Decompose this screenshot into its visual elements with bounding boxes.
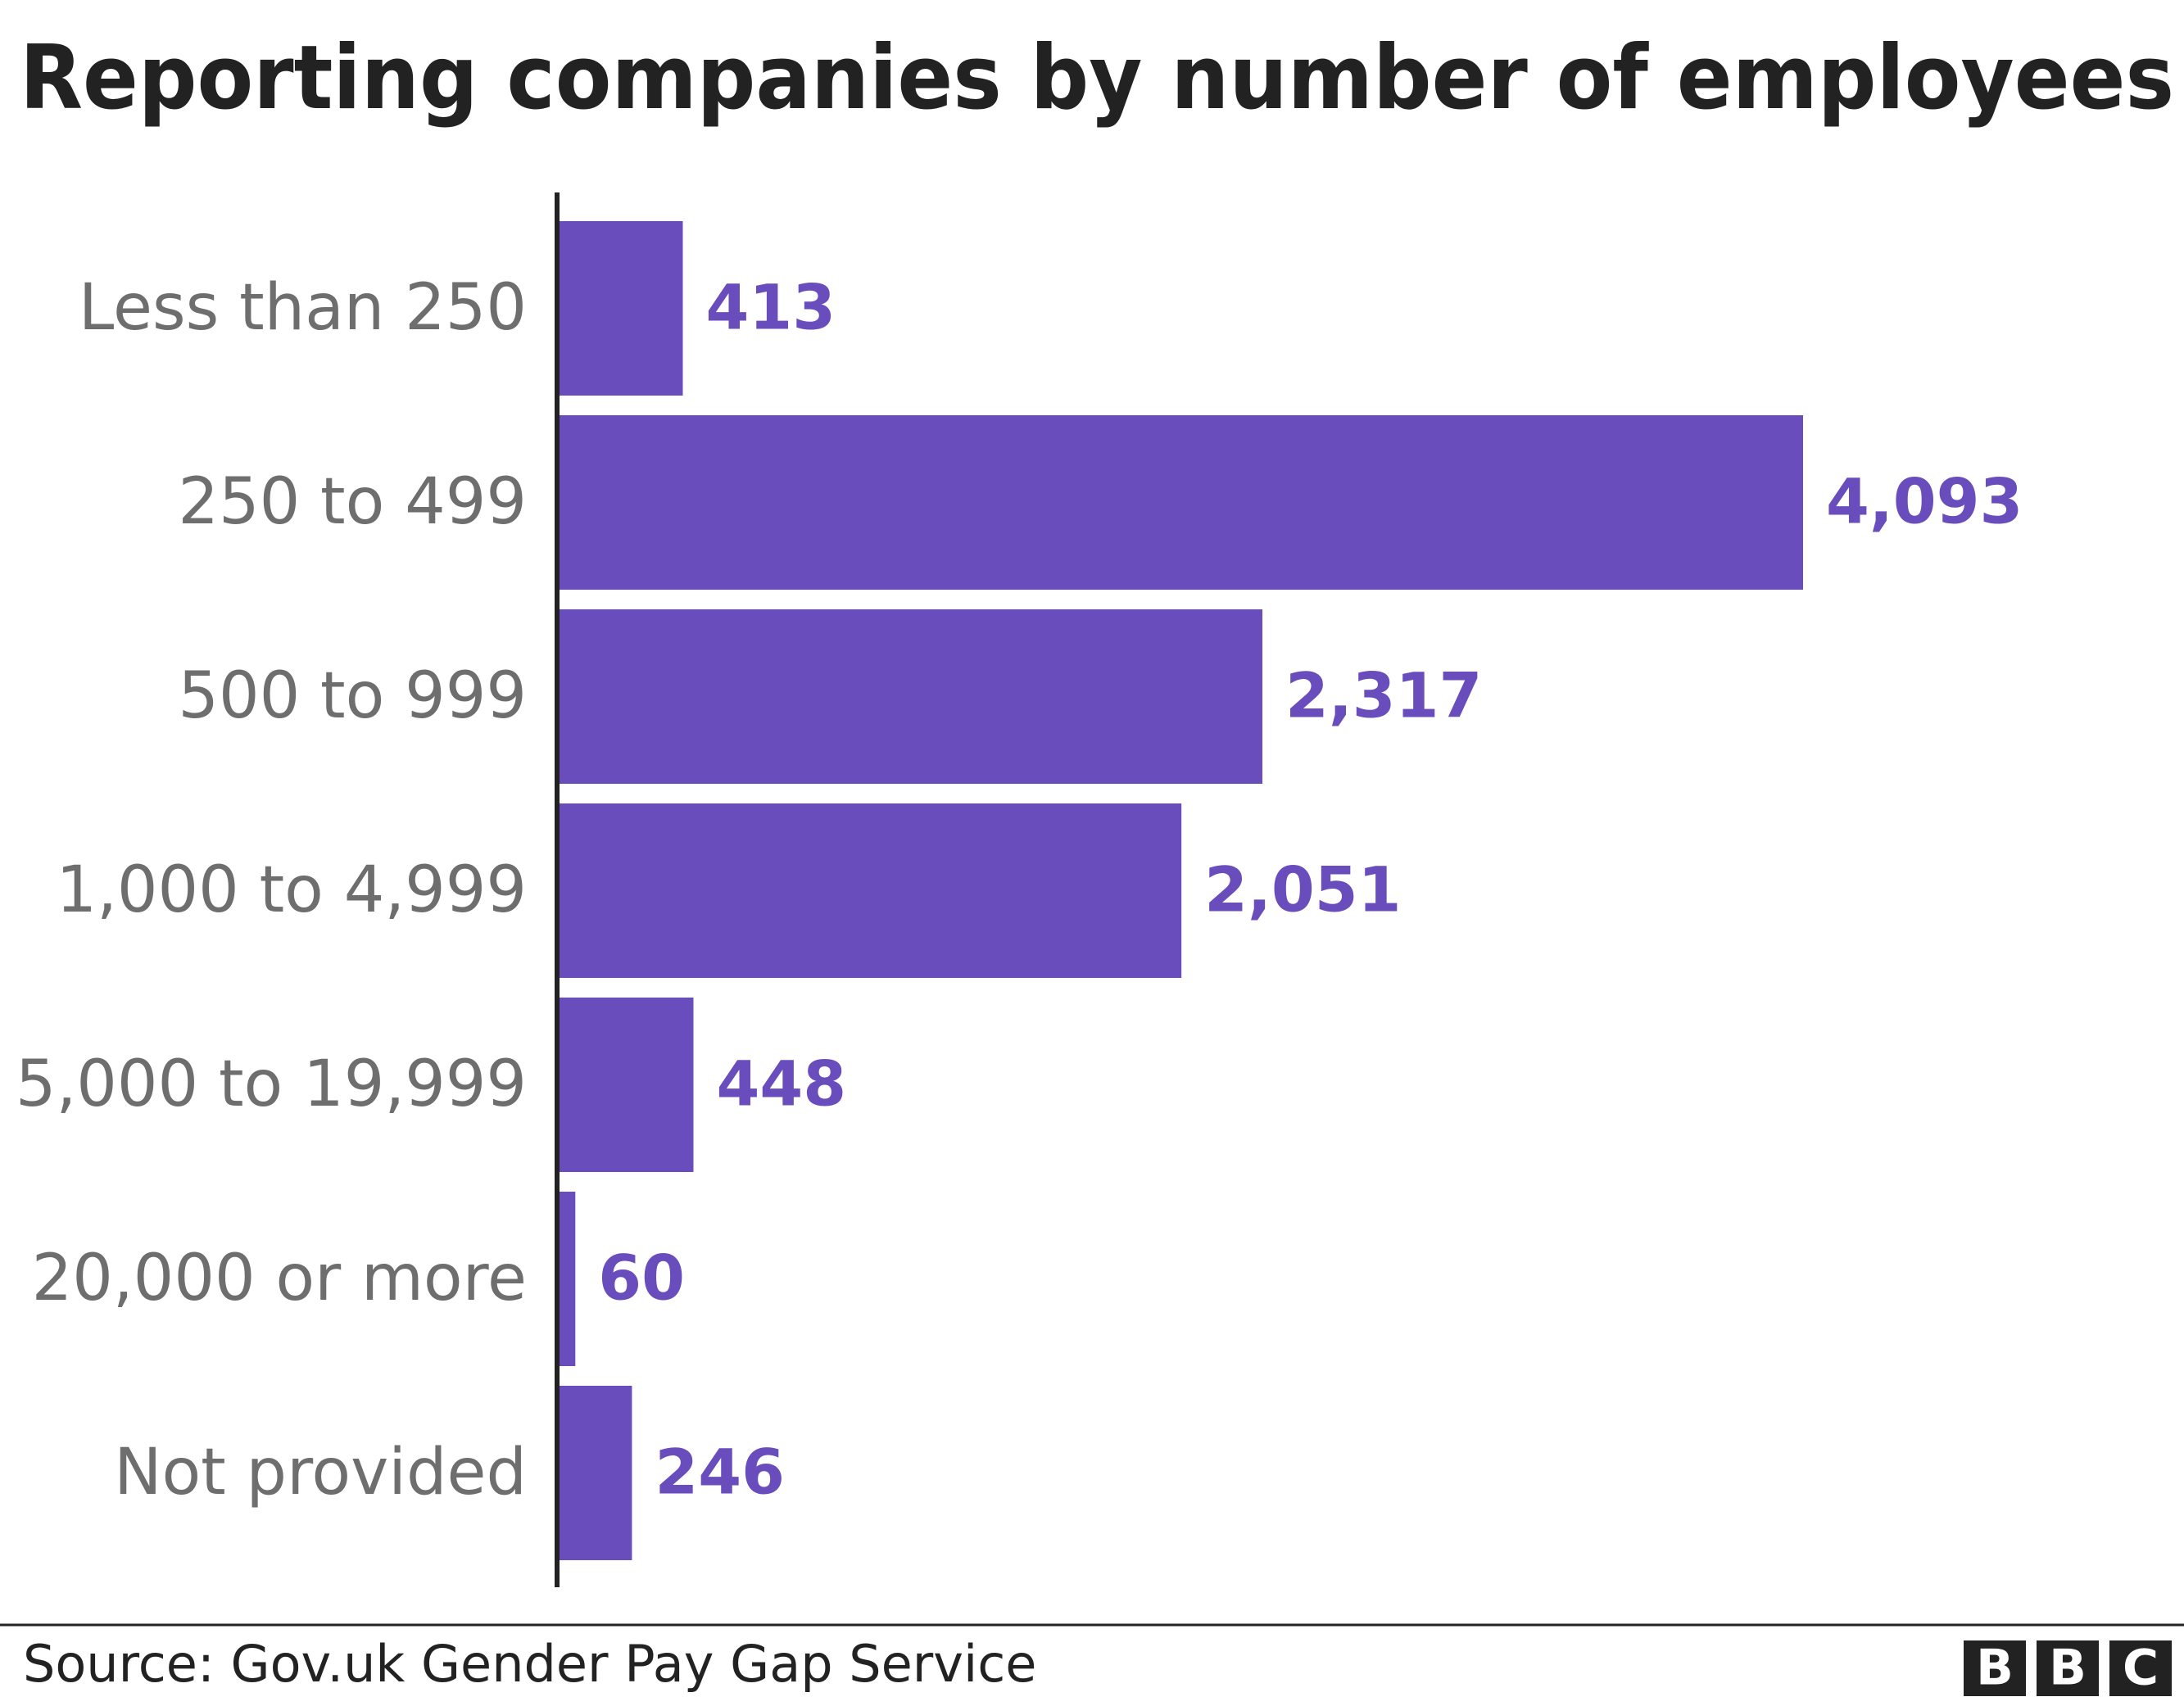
bar	[557, 415, 1803, 590]
bar	[557, 609, 1263, 784]
category-label: 500 to 999	[178, 659, 527, 733]
logo-box	[2109, 1640, 2172, 1696]
bar	[557, 998, 694, 1172]
category-label: 1,000 to 4,999	[57, 853, 528, 927]
logo-letter: C	[2123, 1640, 2159, 1697]
value-label: 60	[598, 1241, 685, 1314]
logo-letter: B	[2049, 1640, 2087, 1697]
source: Source: Gov.uk Gender Pay Gap Service	[23, 1634, 1036, 1694]
chart-title: Reporting companies by number of employe…	[20, 27, 2174, 129]
category-label: Not provided	[114, 1436, 527, 1509]
value-label: 4,093	[1826, 464, 2023, 537]
category-label: 20,000 or more	[32, 1242, 527, 1315]
logo	[1964, 1640, 2172, 1696]
bar	[557, 1192, 576, 1366]
bar	[557, 221, 683, 396]
bar	[557, 803, 1182, 978]
value-label: 2,317	[1285, 658, 1482, 731]
bar	[557, 1386, 632, 1560]
value-label: 448	[716, 1047, 846, 1120]
logo-box	[1964, 1640, 2026, 1696]
value-label: 2,051	[1204, 853, 1401, 925]
value-label: 246	[655, 1435, 785, 1508]
category-label: 5,000 to 19,999	[16, 1048, 527, 1121]
value-label: 413	[705, 270, 836, 343]
logo-letter: B	[1976, 1640, 2014, 1697]
logo-box	[2037, 1640, 2099, 1696]
category-label: Less than 250	[79, 271, 527, 345]
category-label: 250 to 499	[178, 465, 527, 539]
